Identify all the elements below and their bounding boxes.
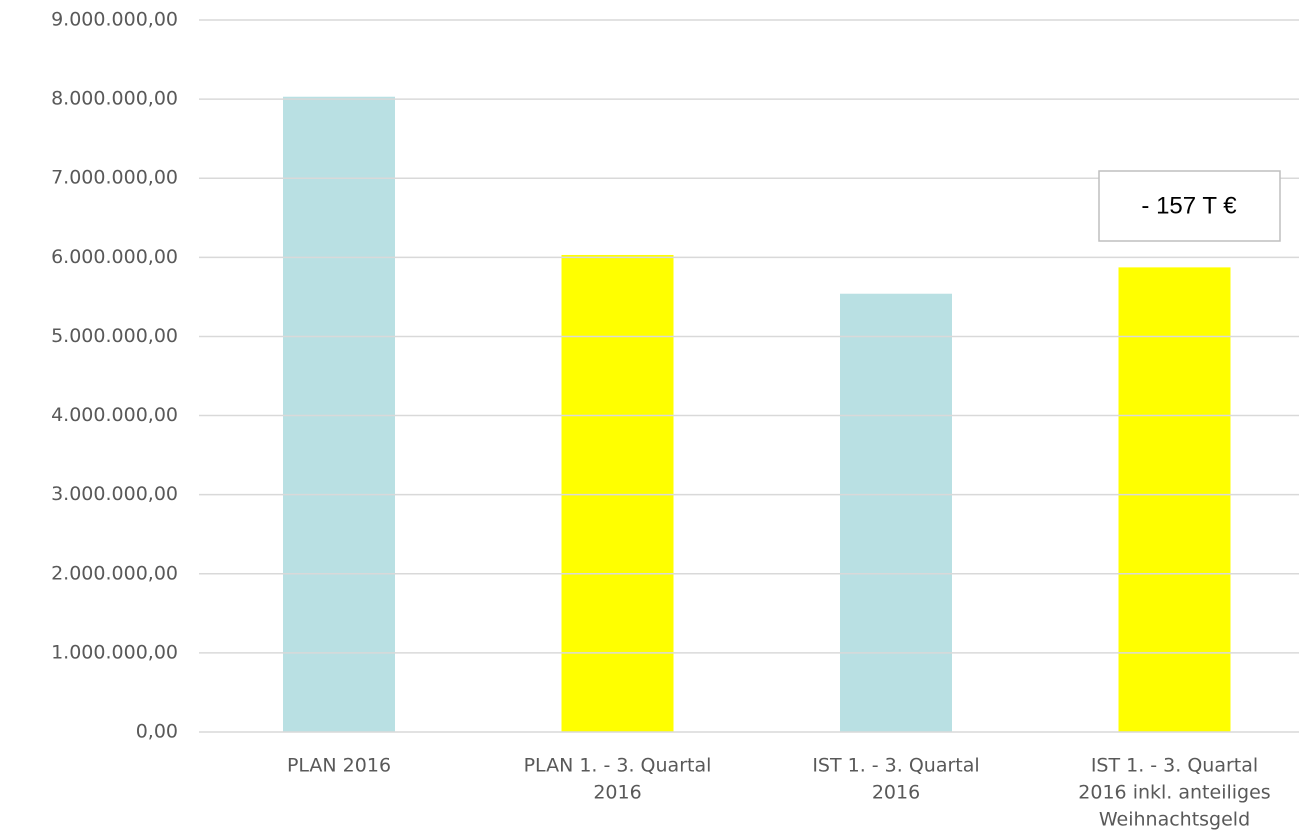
annotation: - 157 T € (1141, 192, 1237, 219)
y-tick-label: 2.000.000,00 (51, 562, 178, 584)
x-tick-label: PLAN 2016 (287, 755, 391, 777)
bar (561, 254, 674, 732)
y-tick-label: 5.000.000,00 (51, 325, 178, 347)
bar (840, 293, 952, 732)
bar (1118, 267, 1231, 732)
x-tick-label: Weihnachtsgeld (1099, 809, 1250, 831)
x-tick-label: 2016 inkl. anteiliges (1078, 782, 1270, 804)
y-tick-label: 4.000.000,00 (51, 404, 178, 426)
annotation-box (1098, 170, 1281, 242)
y-tick-label: 0,00 (136, 721, 178, 743)
y-tick-label: 8.000.000,00 (51, 88, 178, 110)
x-tick-label: PLAN 1. - 3. Quartal (524, 755, 712, 777)
x-tick-label: 2016 (872, 782, 920, 804)
x-tick-label: IST 1. - 3. Quartal (812, 755, 979, 777)
x-tick-label: IST 1. - 3. Quartal (1091, 755, 1258, 777)
y-tick-label: 9.000.000,00 (51, 9, 178, 31)
y-tick-label: 3.000.000,00 (51, 483, 178, 505)
y-tick-label: 7.000.000,00 (51, 167, 178, 189)
bar (283, 96, 395, 732)
y-tick-label: 6.000.000,00 (51, 246, 178, 268)
y-tick-label: 1.000.000,00 (51, 641, 178, 663)
x-tick-label: 2016 (593, 782, 641, 804)
